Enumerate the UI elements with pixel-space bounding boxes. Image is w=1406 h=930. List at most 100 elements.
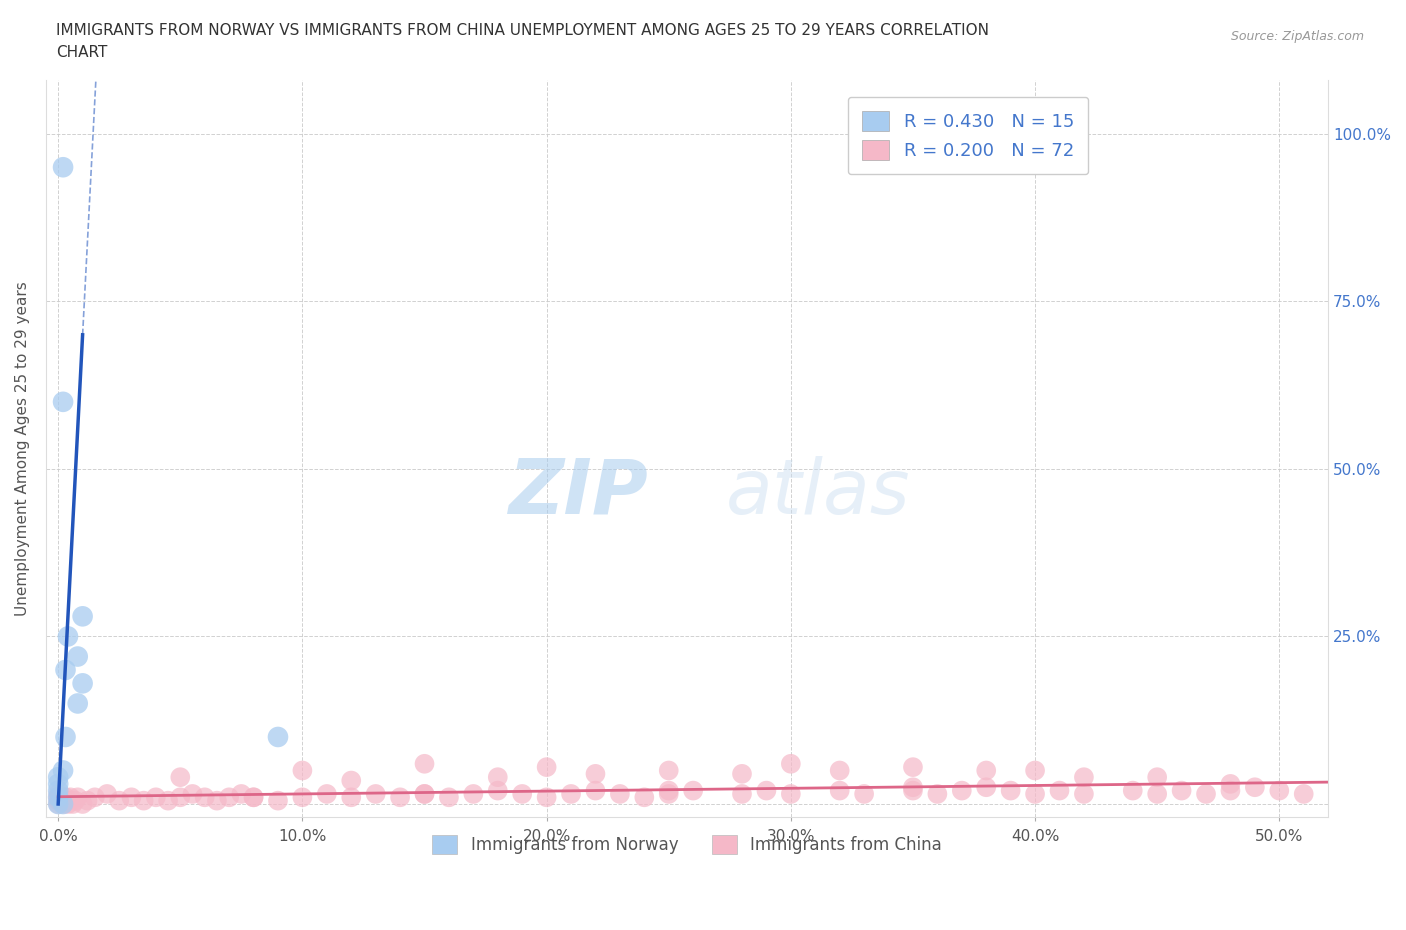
Point — [658, 787, 681, 802]
Point — [55, 790, 77, 804]
Point — [609, 787, 631, 802]
Point — [1195, 787, 1218, 802]
Point — [1073, 770, 1095, 785]
Point — [46, 770, 69, 785]
Point — [585, 783, 607, 798]
Point — [52, 763, 75, 777]
Point — [291, 763, 314, 777]
Point — [585, 766, 607, 781]
Point — [1122, 783, 1144, 798]
Legend: Immigrants from Norway, Immigrants from China: Immigrants from Norway, Immigrants from … — [426, 829, 949, 860]
Point — [658, 783, 681, 798]
Point — [218, 790, 240, 804]
Point — [463, 787, 485, 802]
Point — [46, 777, 69, 791]
Point — [83, 790, 105, 804]
Point — [1219, 783, 1241, 798]
Point — [66, 790, 89, 804]
Point — [510, 787, 533, 802]
Y-axis label: Unemployment Among Ages 25 to 29 years: Unemployment Among Ages 25 to 29 years — [15, 282, 30, 617]
Point — [56, 797, 79, 812]
Point — [132, 793, 155, 808]
Point — [46, 790, 69, 804]
Point — [1049, 783, 1071, 798]
Point — [1000, 783, 1022, 798]
Point — [56, 793, 79, 808]
Point — [205, 793, 228, 808]
Point — [72, 676, 94, 691]
Point — [242, 790, 264, 804]
Point — [340, 773, 363, 788]
Point — [1292, 787, 1315, 802]
Point — [145, 790, 167, 804]
Point — [413, 787, 436, 802]
Point — [633, 790, 655, 804]
Point — [46, 797, 69, 812]
Point — [1268, 783, 1291, 798]
Point — [536, 760, 558, 775]
Point — [52, 793, 75, 808]
Point — [755, 783, 778, 798]
Point — [1024, 763, 1046, 777]
Text: Source: ZipAtlas.com: Source: ZipAtlas.com — [1230, 30, 1364, 43]
Point — [76, 793, 98, 808]
Point — [901, 760, 924, 775]
Point — [267, 793, 290, 808]
Point — [315, 787, 337, 802]
Point — [779, 787, 801, 802]
Text: CHART: CHART — [56, 45, 108, 60]
Text: atlas: atlas — [725, 456, 910, 530]
Point — [46, 787, 69, 802]
Point — [66, 696, 89, 711]
Point — [779, 756, 801, 771]
Point — [389, 790, 412, 804]
Point — [413, 756, 436, 771]
Point — [658, 763, 681, 777]
Point — [1219, 777, 1241, 791]
Point — [59, 790, 82, 804]
Point — [55, 662, 77, 677]
Point — [231, 787, 253, 802]
Point — [1146, 787, 1168, 802]
Point — [1073, 787, 1095, 802]
Point — [828, 763, 851, 777]
Point — [52, 797, 75, 812]
Point — [169, 770, 191, 785]
Point — [96, 787, 118, 802]
Point — [486, 783, 509, 798]
Point — [65, 793, 87, 808]
Point — [52, 797, 75, 812]
Point — [437, 790, 460, 804]
Point — [46, 793, 69, 808]
Point — [927, 787, 949, 802]
Point — [72, 609, 94, 624]
Point — [46, 783, 69, 798]
Point — [853, 787, 876, 802]
Point — [731, 766, 754, 781]
Text: ZIP: ZIP — [509, 456, 648, 530]
Point — [1146, 770, 1168, 785]
Point — [55, 729, 77, 744]
Point — [291, 790, 314, 804]
Point — [536, 790, 558, 804]
Point — [1244, 779, 1267, 794]
Point — [950, 783, 973, 798]
Point — [56, 629, 79, 644]
Point — [157, 793, 180, 808]
Point — [267, 729, 290, 744]
Point — [169, 790, 191, 804]
Point — [560, 787, 582, 802]
Point — [242, 790, 264, 804]
Point — [46, 790, 69, 804]
Point — [682, 783, 704, 798]
Point — [52, 394, 75, 409]
Point — [72, 797, 94, 812]
Point — [731, 787, 754, 802]
Point — [194, 790, 217, 804]
Point — [901, 779, 924, 794]
Point — [1170, 783, 1192, 798]
Point — [413, 787, 436, 802]
Point — [828, 783, 851, 798]
Point — [974, 779, 997, 794]
Point — [901, 783, 924, 798]
